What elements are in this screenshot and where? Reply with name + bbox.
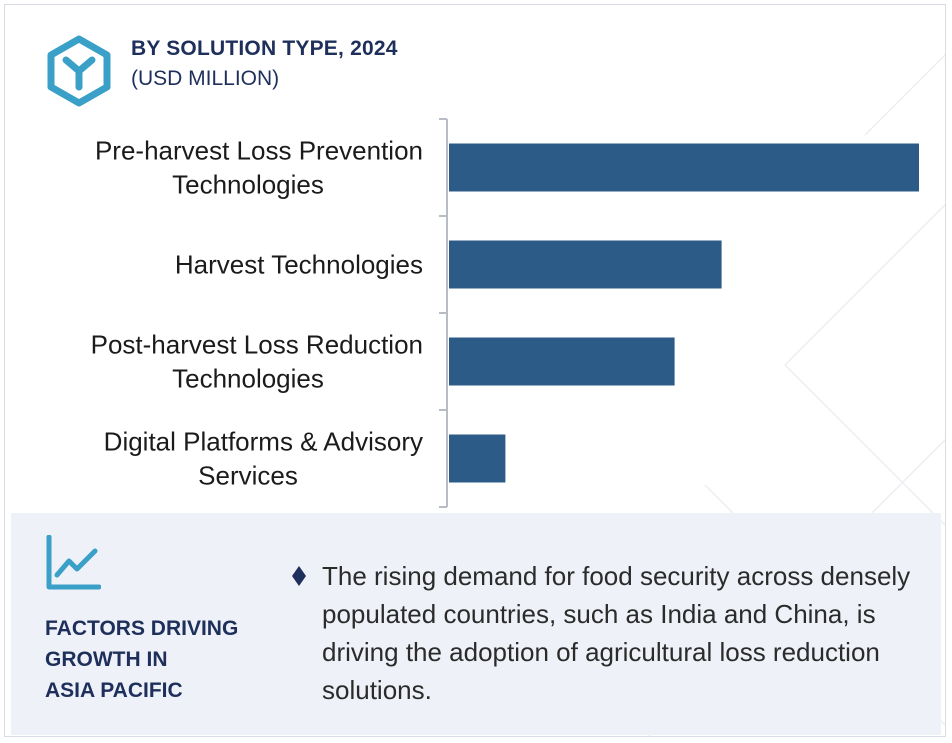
chart-subtitle: (USD MILLION): [131, 67, 280, 90]
factors-title-line: GROWTH IN: [45, 648, 168, 671]
category-label: Technologies: [172, 170, 324, 200]
category-label: Post-harvest Loss Reduction: [91, 330, 423, 360]
category-label: Digital Platforms & Advisory: [104, 427, 423, 457]
diamond-bullet-icon: [292, 566, 306, 586]
chart-title: BY SOLUTION TYPE, 2024: [131, 37, 398, 60]
category-label: Pre-harvest Loss Prevention: [95, 136, 423, 166]
category-label: Services: [198, 461, 298, 491]
hexagon-y-logo-icon: [47, 35, 111, 107]
factors-panel: FACTORS DRIVING GROWTH IN ASIA PACIFIC T…: [11, 513, 941, 735]
category-label: Technologies: [172, 364, 324, 394]
factors-title: FACTORS DRIVING GROWTH IN ASIA PACIFIC: [45, 613, 275, 706]
bar: [449, 434, 506, 483]
factor-description: The rising demand for food security acro…: [322, 561, 911, 705]
bar: [449, 240, 722, 289]
factors-title-line: ASIA PACIFIC: [45, 679, 183, 702]
factors-title-line: FACTORS DRIVING: [45, 617, 239, 640]
bar: [449, 143, 919, 192]
chart-card: BY SOLUTION TYPE, 2024 (USD MILLION) Pre…: [4, 4, 946, 737]
trend-chart-icon: [46, 535, 101, 590]
category-label: Harvest Technologies: [175, 250, 423, 280]
bar-chart: Pre-harvest Loss Prevention Technologies H…: [91, 118, 919, 508]
bar: [449, 337, 675, 386]
